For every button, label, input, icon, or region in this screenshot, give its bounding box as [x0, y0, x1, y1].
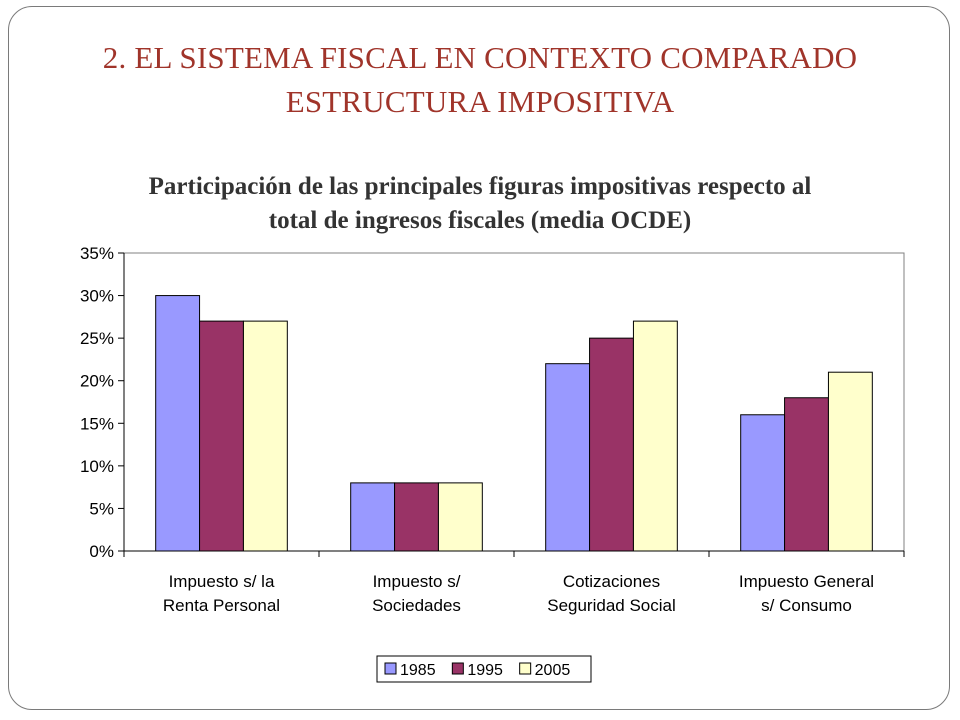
- slide-title-line-2: ESTRUCTURA IMPOSITIVA: [285, 84, 675, 119]
- bar-2005: [827, 371, 873, 552]
- bar-1985: [545, 363, 591, 552]
- x-category-label: s/ Consumo: [761, 596, 852, 615]
- slide-title: 2. EL SISTEMA FISCAL EN CONTEXTO COMPARA…: [0, 36, 960, 124]
- bar-1995: [589, 337, 634, 552]
- x-category-label: Seguridad Social: [547, 596, 676, 615]
- bar-2005: [437, 482, 483, 552]
- legend: 1985 1995 2005: [376, 655, 592, 683]
- legend-label-1995: 1995: [467, 662, 503, 679]
- legend-label-1985: 1985: [400, 662, 436, 679]
- chart-title-line-1: Participación de las principales figuras…: [148, 173, 812, 200]
- bars-group: [155, 295, 873, 552]
- x-category-label: Impuesto s/ la: [169, 572, 275, 591]
- bar-1995: [394, 482, 439, 552]
- chart-title: Participación de las principales figuras…: [0, 170, 960, 238]
- y-tick-label: 10%: [80, 457, 114, 476]
- slide-title-line-1: 2. EL SISTEMA FISCAL EN CONTEXTO COMPARA…: [102, 40, 858, 75]
- bar-1985: [350, 482, 396, 552]
- legend-swatch-2005: [519, 662, 532, 675]
- bar-1995: [199, 320, 244, 552]
- legend-swatch-1995: [451, 662, 464, 675]
- bar-1995: [784, 397, 829, 552]
- legend-swatch-1985: [384, 662, 397, 675]
- y-tick-label: 0%: [89, 542, 114, 561]
- x-category-label: Sociedades: [372, 596, 461, 615]
- x-category-label: Renta Personal: [163, 596, 280, 615]
- y-tick-label: 15%: [80, 414, 114, 433]
- x-category-label: Cotizaciones: [563, 572, 660, 591]
- x-category-label: Impuesto s/: [373, 572, 461, 591]
- bar-2005: [632, 320, 678, 552]
- legend-label-2005: 2005: [535, 662, 571, 679]
- y-tick-label: 5%: [89, 499, 114, 518]
- bar-1985: [155, 295, 201, 552]
- bar-1985: [740, 414, 786, 552]
- chart-title-line-2: total de ingresos fiscales (media OCDE): [268, 207, 692, 234]
- y-tick-label: 20%: [80, 372, 114, 391]
- x-category-label: Impuesto General: [739, 572, 874, 591]
- axes-group: 0% 5% 10% 15% 20% 25% 30% 35% Impuesto s/ la Rent…: [80, 244, 905, 615]
- legend-box: [376, 655, 592, 683]
- bar-2005: [242, 320, 288, 552]
- y-tick-label: 25%: [80, 329, 114, 348]
- y-tick-label: 35%: [80, 244, 114, 263]
- y-tick-label: 30%: [80, 287, 114, 306]
